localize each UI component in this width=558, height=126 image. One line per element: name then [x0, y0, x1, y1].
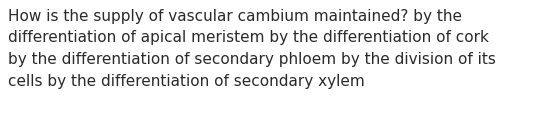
Text: How is the supply of vascular cambium maintained? by the
differentiation of apic: How is the supply of vascular cambium ma… — [8, 9, 496, 89]
